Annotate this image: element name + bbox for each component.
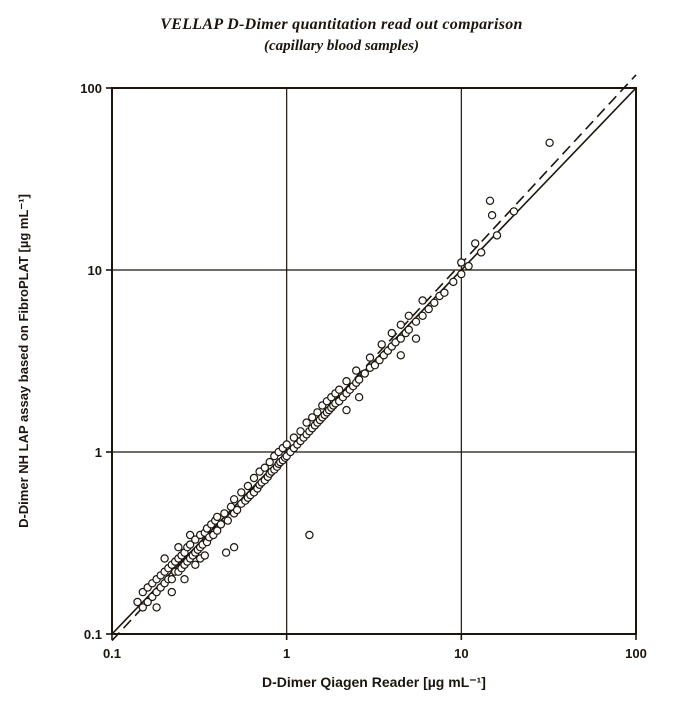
data-point xyxy=(424,304,433,314)
data-point xyxy=(342,377,351,386)
data-point xyxy=(237,488,246,497)
y-tick-label: 1 xyxy=(95,445,102,460)
data-point xyxy=(457,269,466,279)
data-point xyxy=(492,231,502,240)
data-point xyxy=(471,239,480,248)
data-point xyxy=(282,440,291,449)
data-point xyxy=(243,481,253,491)
data-point xyxy=(335,385,344,394)
y-axis-label: D-Dimer NH LAP assay based on FibroPLAT … xyxy=(16,194,31,528)
y-tick-label: 0.1 xyxy=(84,627,102,642)
data-point xyxy=(477,248,486,257)
data-point xyxy=(216,520,226,529)
data-point xyxy=(354,393,364,402)
data-point xyxy=(370,361,380,370)
data-point xyxy=(167,575,176,584)
data-point xyxy=(487,210,497,220)
data-point xyxy=(404,325,413,334)
data-point xyxy=(377,340,386,349)
data-point xyxy=(396,320,405,329)
data-point xyxy=(464,261,473,271)
y-tick-label: 100 xyxy=(80,81,102,96)
data-point xyxy=(289,433,299,442)
x-tick-label: 1 xyxy=(283,646,290,661)
data-point xyxy=(449,277,458,287)
data-point xyxy=(212,526,222,535)
data-point xyxy=(352,366,361,375)
x-tick-label: 0.1 xyxy=(103,646,121,661)
chart-title: VELLAP D-Dimer quantitation read out com… xyxy=(160,16,523,33)
data-point xyxy=(138,603,147,612)
data-point xyxy=(430,298,439,307)
data-point xyxy=(174,543,183,552)
data-point xyxy=(365,353,375,362)
data-point xyxy=(396,351,405,360)
data-point xyxy=(418,296,427,305)
data-point xyxy=(180,575,189,584)
data-point xyxy=(249,473,259,483)
data-point xyxy=(360,369,369,378)
data-point xyxy=(212,512,222,522)
data-point xyxy=(191,560,200,570)
data-point xyxy=(308,413,317,422)
x-axis-label: D-Dimer Qiagen Reader [µg mL⁻¹] xyxy=(262,674,486,690)
data-point xyxy=(485,196,495,205)
data-point xyxy=(185,530,195,540)
data-point xyxy=(265,457,274,467)
data-point xyxy=(160,554,169,563)
data-point xyxy=(509,207,519,216)
data-point xyxy=(260,463,269,472)
data-point xyxy=(404,311,413,320)
data-point xyxy=(167,587,176,597)
data-point xyxy=(313,408,322,417)
data-point xyxy=(457,258,466,267)
chart-subtitle: (capillary blood samples) xyxy=(264,38,419,54)
data-point xyxy=(396,334,405,343)
data-point xyxy=(220,509,229,518)
data-point xyxy=(232,505,242,515)
data-point xyxy=(223,516,232,525)
data-point xyxy=(152,603,161,612)
data-point xyxy=(387,328,396,338)
data-point xyxy=(185,540,195,549)
data-point xyxy=(418,311,427,320)
data-point xyxy=(342,405,351,415)
data-point xyxy=(440,288,449,297)
x-tick-label: 10 xyxy=(454,646,468,661)
data-point xyxy=(200,551,209,560)
data-point xyxy=(411,317,421,326)
data-point xyxy=(411,334,421,343)
data-point xyxy=(229,543,239,552)
data-point xyxy=(302,418,311,427)
y-tick-label: 10 xyxy=(88,263,102,278)
data-point xyxy=(354,375,364,384)
plot-frame xyxy=(111,87,637,635)
data-point xyxy=(545,138,554,147)
data-point xyxy=(133,597,142,607)
data-point xyxy=(305,530,314,540)
data-point xyxy=(221,548,231,557)
data-point xyxy=(229,495,239,504)
x-tick-label: 100 xyxy=(625,646,647,661)
data-point xyxy=(143,597,152,607)
